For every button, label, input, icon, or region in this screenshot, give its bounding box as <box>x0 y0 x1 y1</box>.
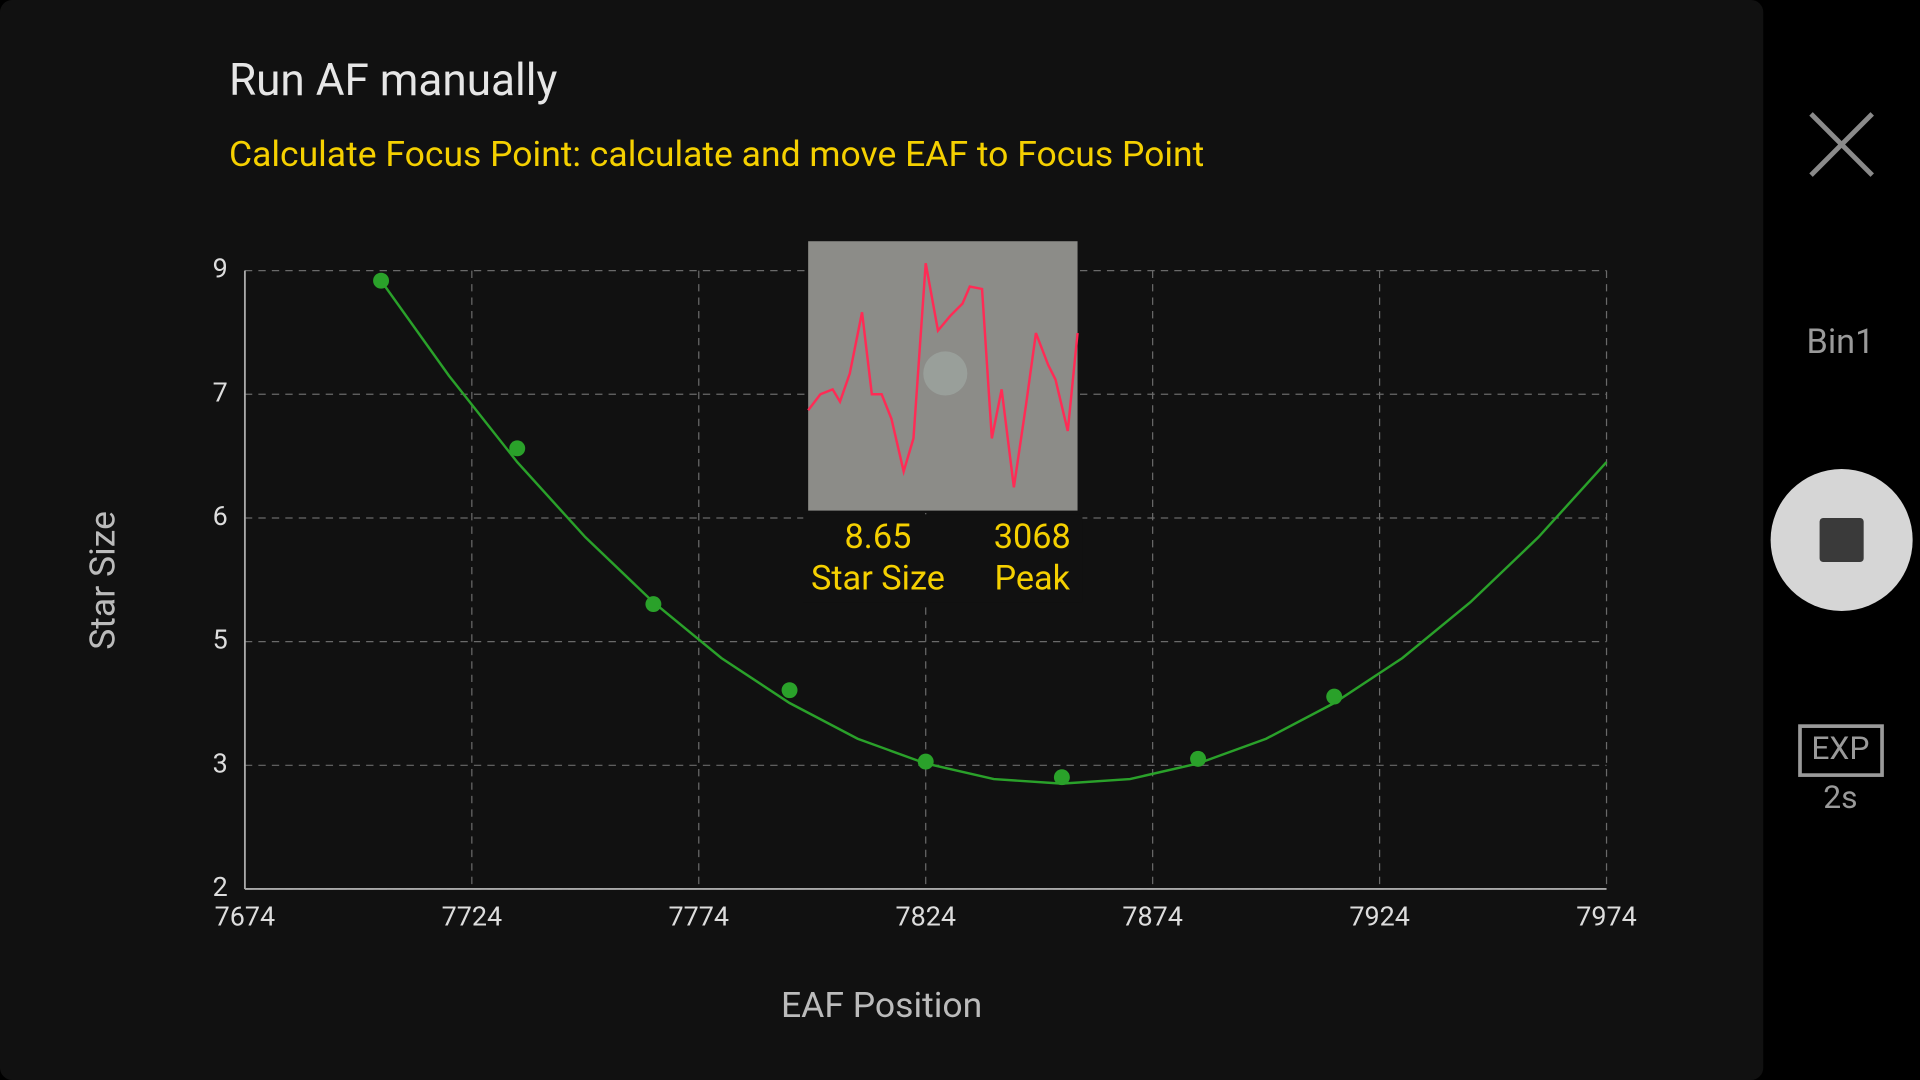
close-icon <box>1809 112 1874 177</box>
exp-value: 2s <box>1823 778 1857 816</box>
stop-button[interactable] <box>1770 468 1913 612</box>
data-point <box>1190 750 1206 767</box>
exp-label: EXP <box>1811 729 1869 767</box>
y-tick-label: 6 <box>213 500 228 532</box>
star-info-bg <box>803 514 1083 603</box>
x-tick-label: 7874 <box>1122 900 1183 932</box>
data-point <box>917 753 934 770</box>
x-tick-label: 7824 <box>895 900 956 932</box>
star-blob <box>923 351 968 396</box>
close-button[interactable] <box>1800 104 1883 187</box>
x-tick-label: 7674 <box>215 900 276 932</box>
data-point <box>373 272 390 289</box>
x-tick-label: 7974 <box>1576 900 1637 932</box>
fit-curve <box>380 279 1608 785</box>
peak-label: Peak <box>994 558 1070 598</box>
x-tick-label: 7924 <box>1349 900 1410 932</box>
data-point <box>645 596 662 613</box>
x-axis-title: EAF Position <box>781 984 982 1026</box>
star-size-value: 8.65 <box>845 517 912 557</box>
x-tick-label: 7724 <box>442 900 503 932</box>
exp-box <box>1798 724 1884 777</box>
data-point <box>781 682 798 699</box>
stop-icon <box>1819 517 1864 563</box>
peak-value: 3068 <box>994 517 1071 557</box>
star-size-label: Star Size <box>811 558 945 598</box>
y-tick-label: 7 <box>213 376 228 408</box>
data-point <box>1326 688 1343 705</box>
dialog-subtitle: Calculate Focus Point: calculate and mov… <box>229 133 1204 175</box>
x-tick-label: 7774 <box>669 900 730 932</box>
dialog-title: Run AF manually <box>229 54 557 106</box>
bin-button[interactable]: Bin1 <box>1806 322 1874 362</box>
y-tick-label: 2 <box>213 871 228 903</box>
y-tick-label: 3 <box>213 747 228 779</box>
data-point <box>509 440 526 457</box>
data-point <box>1053 769 1070 786</box>
star-thumbnail <box>807 241 1079 511</box>
star-profile <box>807 263 1079 488</box>
y-axis-title: Star Size <box>82 511 124 650</box>
y-tick-label: 5 <box>213 624 228 656</box>
exposure-button[interactable]: EXP 2s <box>1798 724 1884 816</box>
y-tick-label: 9 <box>213 253 228 285</box>
